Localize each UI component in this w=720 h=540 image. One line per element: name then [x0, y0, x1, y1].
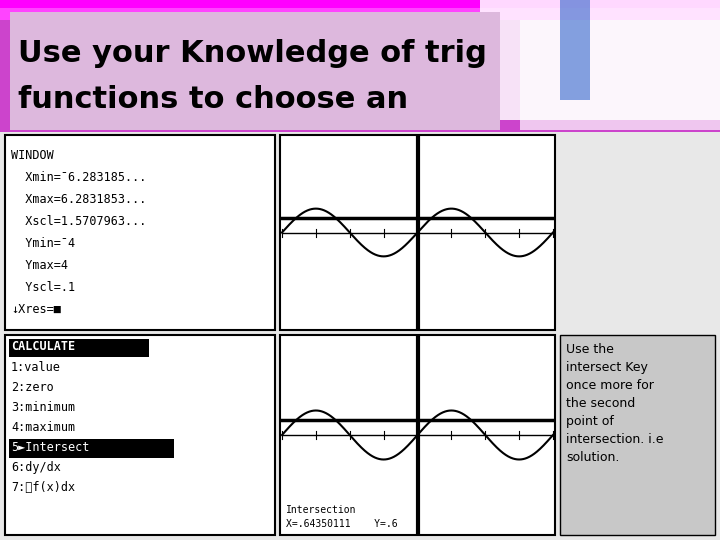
Text: Ymax=4: Ymax=4 — [11, 259, 68, 272]
Text: Xscl=1.5707963...: Xscl=1.5707963... — [11, 215, 146, 228]
Bar — [9, 339, 149, 357]
Text: X=.64350111    Y=.6: X=.64350111 Y=.6 — [286, 519, 397, 529]
Bar — [560, 0, 590, 100]
Text: Xmin=¯6.283185...: Xmin=¯6.283185... — [11, 171, 146, 184]
Text: 2:zero: 2:zero — [11, 381, 54, 394]
Text: CALCULATE: CALCULATE — [11, 340, 75, 353]
Text: 5►Intersect: 5►Intersect — [11, 441, 89, 454]
Text: Intersection: Intersection — [286, 505, 356, 515]
Text: Yscl=.1: Yscl=.1 — [11, 281, 75, 294]
Text: 1:value: 1:value — [11, 361, 61, 374]
Text: Ymin=¯4: Ymin=¯4 — [11, 237, 75, 250]
Text: ↓Xres=■: ↓Xres=■ — [11, 303, 61, 316]
Text: Xmax=6.2831853...: Xmax=6.2831853... — [11, 193, 146, 206]
Text: WINDOW: WINDOW — [11, 149, 54, 162]
Text: 6:dy/dx: 6:dy/dx — [11, 461, 61, 474]
Text: 7:∯f(x)dx: 7:∯f(x)dx — [11, 481, 75, 494]
Bar — [560, 335, 715, 535]
Bar — [280, 335, 555, 535]
Text: 3:minimum: 3:minimum — [11, 401, 75, 414]
Bar — [0, 0, 720, 20]
Text: functions to choose an: functions to choose an — [18, 85, 408, 114]
Bar — [5, 135, 275, 330]
Bar — [520, 0, 720, 130]
Bar — [480, 0, 720, 120]
Bar — [5, 335, 275, 535]
Bar — [0, 0, 720, 8]
Text: 4:maximum: 4:maximum — [11, 421, 75, 434]
Bar — [10, 12, 500, 130]
Text: Use your Knowledge of trig: Use your Knowledge of trig — [18, 39, 487, 69]
Bar — [0, 132, 720, 540]
Bar — [9, 439, 174, 458]
Bar — [280, 135, 555, 330]
Text: Use the
intersect Key
once more for
the second
point of
intersection. i.e
soluti: Use the intersect Key once more for the … — [566, 343, 664, 464]
